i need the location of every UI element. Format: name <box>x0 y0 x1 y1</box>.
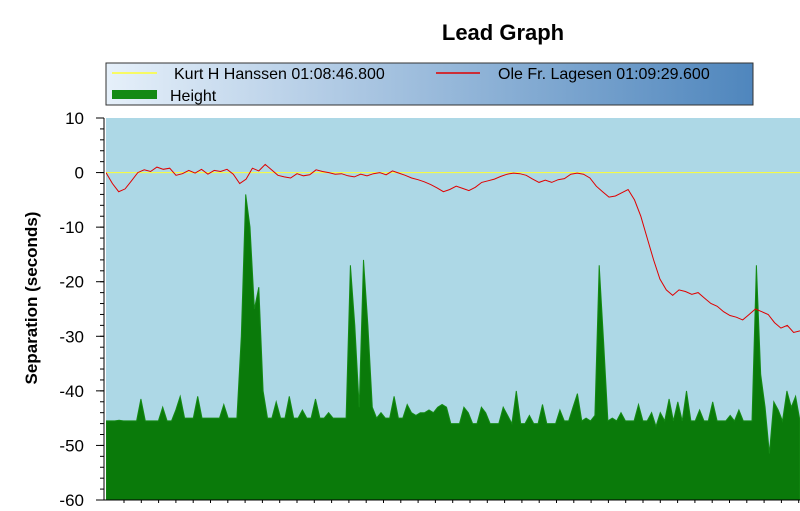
height-area-series <box>106 194 800 500</box>
y-tick-label: -20 <box>59 273 84 292</box>
y-tick-label: -40 <box>59 382 84 401</box>
legend-label-ole: Ole Fr. Lagesen 01:09:29.600 <box>498 66 710 83</box>
chart-title: Lead Graph <box>442 20 564 45</box>
y-tick-label: 10 <box>65 109 84 128</box>
y-tick-label: -60 <box>59 491 84 510</box>
y-tick-label: -10 <box>59 218 84 237</box>
y-axis-label: Separation (seconds) <box>22 212 41 385</box>
y-tick-label: -30 <box>59 327 84 346</box>
legend-label-kurt: Kurt H Hanssen 01:08:46.800 <box>174 66 385 83</box>
ole-lead-line <box>106 163 800 334</box>
chart-legend: Kurt H Hanssen 01:08:46.800 Ole Fr. Lage… <box>105 62 754 106</box>
y-tick-label: -50 <box>59 436 84 455</box>
legend-swatch-height <box>112 90 157 99</box>
legend-box <box>105 62 754 106</box>
y-tick-label: 0 <box>75 164 84 183</box>
legend-label-height: Height <box>170 88 217 105</box>
